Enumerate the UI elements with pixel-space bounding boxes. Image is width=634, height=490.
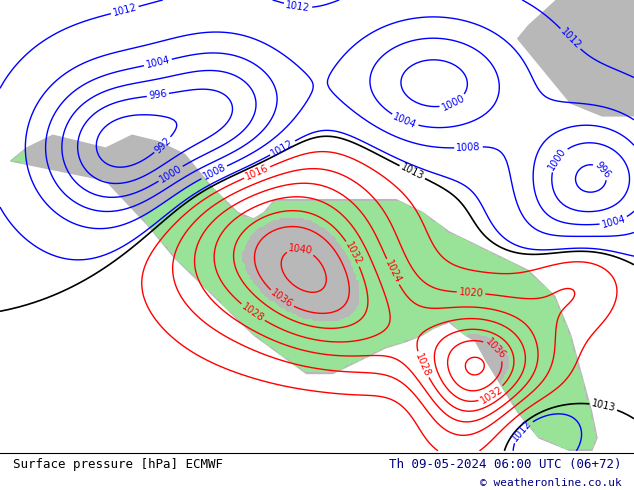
Text: Th 09-05-2024 06:00 UTC (06+72): Th 09-05-2024 06:00 UTC (06+72) xyxy=(389,458,621,471)
Text: 1012: 1012 xyxy=(269,138,296,158)
Text: 1013: 1013 xyxy=(590,398,616,414)
Text: 1040: 1040 xyxy=(288,243,313,256)
Text: 1008: 1008 xyxy=(456,142,481,153)
Text: 1000: 1000 xyxy=(547,146,569,172)
Text: 1012: 1012 xyxy=(510,418,534,443)
Text: 1032: 1032 xyxy=(343,241,363,267)
Polygon shape xyxy=(11,135,597,451)
Text: 1016: 1016 xyxy=(244,163,270,182)
Text: 1028: 1028 xyxy=(413,351,432,378)
Text: Surface pressure [hPa] ECMWF: Surface pressure [hPa] ECMWF xyxy=(13,458,223,471)
Text: 996: 996 xyxy=(148,89,167,101)
Text: 1028: 1028 xyxy=(240,301,266,324)
Text: © weatheronline.co.uk: © weatheronline.co.uk xyxy=(479,478,621,488)
Text: 1004: 1004 xyxy=(600,214,627,230)
Text: 1004: 1004 xyxy=(392,111,418,130)
Polygon shape xyxy=(518,0,634,116)
Text: 992: 992 xyxy=(153,135,173,155)
Text: 1012: 1012 xyxy=(112,2,138,18)
Text: 1012: 1012 xyxy=(558,26,583,51)
Text: 1024: 1024 xyxy=(383,259,403,285)
Text: 1012: 1012 xyxy=(285,0,311,13)
Text: 996: 996 xyxy=(593,160,612,180)
Text: 1020: 1020 xyxy=(458,287,484,299)
Text: 1032: 1032 xyxy=(478,384,505,405)
Text: 1008: 1008 xyxy=(201,162,228,182)
Text: 1036: 1036 xyxy=(484,337,508,361)
Text: 1000: 1000 xyxy=(440,93,467,113)
Text: 1000: 1000 xyxy=(157,163,184,184)
Text: 1004: 1004 xyxy=(145,55,171,70)
Text: 1036: 1036 xyxy=(269,288,295,310)
Text: 1013: 1013 xyxy=(399,162,425,182)
